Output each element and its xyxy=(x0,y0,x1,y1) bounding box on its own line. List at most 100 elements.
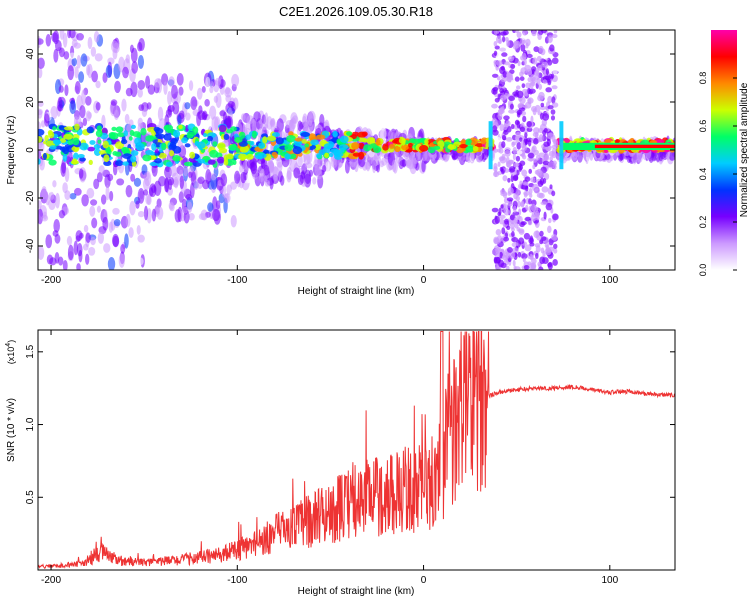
heatmap-cell xyxy=(507,56,515,62)
heatmap-cell xyxy=(223,133,230,141)
heatmap-cell xyxy=(339,135,349,143)
heatmap-cell xyxy=(220,173,228,187)
heatmap-cell xyxy=(547,161,555,169)
heatmap-cell xyxy=(167,176,175,186)
heatmap-cell xyxy=(168,76,175,88)
heatmap-cell xyxy=(122,153,133,160)
heatmap-cell xyxy=(125,54,131,64)
heatmap-cell xyxy=(48,191,55,201)
heatmap-cell xyxy=(535,245,541,253)
heatmap-cell xyxy=(493,40,498,47)
heatmap-cell xyxy=(87,36,93,50)
heatmap-cell xyxy=(263,164,270,176)
heatmap-cell xyxy=(118,253,125,268)
heatmap-cell xyxy=(128,227,134,239)
heatmap-cell xyxy=(506,197,514,202)
heatmap-cell xyxy=(543,211,547,220)
heatmap-cell xyxy=(90,199,98,206)
heatmap-cell xyxy=(507,201,513,207)
heatmap-cell xyxy=(533,138,539,145)
heatmap-cell xyxy=(105,146,111,154)
heatmap-cell xyxy=(158,152,167,159)
heatmap-cell xyxy=(86,187,95,199)
heatmap-cell xyxy=(102,72,108,83)
heatmap-cell xyxy=(308,133,317,141)
heatmap-cell xyxy=(137,79,146,90)
heatmap-cell xyxy=(545,87,553,93)
heatmap-cell xyxy=(507,177,511,183)
heatmap-cell xyxy=(250,140,255,146)
heatmap-cell xyxy=(45,184,54,193)
heatmap-cell xyxy=(276,118,284,133)
heatmap-cell xyxy=(503,130,509,135)
heatmap-cell xyxy=(516,90,524,99)
heatmap-cell xyxy=(547,35,553,43)
heatmap-cell xyxy=(552,213,559,221)
heatmap-cell xyxy=(78,168,84,179)
heatmap-cell xyxy=(210,173,217,181)
heatmap-cell xyxy=(53,48,59,63)
heatmap-cell xyxy=(120,139,128,145)
heatmap-cell xyxy=(519,76,525,81)
heatmap-cell xyxy=(316,153,322,159)
heatmap-cell xyxy=(495,136,501,143)
heatmap-cell xyxy=(137,210,145,218)
heatmap-cell xyxy=(129,44,134,53)
heatmap-cell xyxy=(134,137,142,146)
heatmap-cell xyxy=(668,152,675,161)
heatmap-cell xyxy=(522,52,527,60)
heatmap-cell xyxy=(72,137,80,146)
snr-x-tick-label: 100 xyxy=(601,575,618,586)
heatmap-cell xyxy=(49,145,57,150)
heatmap-cell xyxy=(550,115,556,121)
heatmap-cell xyxy=(207,135,214,142)
heatmap-cell xyxy=(107,257,116,270)
heatmap-cell xyxy=(63,133,73,140)
heatmap-cell xyxy=(520,140,526,149)
heatmap-cell xyxy=(67,244,74,261)
heatmap-cell xyxy=(371,158,377,174)
heatmap-cell xyxy=(527,139,532,147)
heatmap-cell xyxy=(538,152,546,158)
heatmap-cell xyxy=(495,246,500,254)
heatmap-cell xyxy=(266,135,277,141)
heatmap-cell xyxy=(497,161,501,167)
heatmap-cell xyxy=(170,138,178,145)
heatmap-cell xyxy=(96,125,102,132)
heatmap-cell xyxy=(518,229,525,235)
heatmap-cell xyxy=(112,207,120,215)
heatmap-cell xyxy=(519,71,524,77)
heatmap-cell xyxy=(511,237,519,243)
heatmap-cell xyxy=(188,80,194,91)
heatmap-cell xyxy=(188,212,195,221)
heatmap-cell xyxy=(131,61,139,74)
svg-text:(x104): (x104) xyxy=(5,340,16,364)
heatmap-cell xyxy=(145,149,154,156)
heatmap-cell xyxy=(511,231,515,237)
heatmap-cell xyxy=(109,132,119,140)
heatmap-cell xyxy=(105,184,110,201)
heatmap-cell xyxy=(137,55,145,69)
heatmap-cell xyxy=(68,52,76,60)
snr-multiplier-close: ) xyxy=(6,340,16,343)
heatmap-cell xyxy=(344,159,350,174)
heatmap-cell xyxy=(229,190,236,199)
heatmap-cell xyxy=(67,138,74,146)
heatmap-cell xyxy=(95,80,101,89)
heatmap-cell xyxy=(541,236,547,242)
heatmap-cell xyxy=(507,125,512,133)
heatmap-cell xyxy=(545,75,552,81)
heatmap-cell xyxy=(404,156,412,167)
heatmap-cell xyxy=(451,153,459,160)
heatmap-cell xyxy=(504,251,511,259)
heatmap-cell xyxy=(528,198,532,205)
heatmap-cell xyxy=(519,126,526,132)
heatmap-cell xyxy=(194,141,200,147)
heatmap-cell xyxy=(497,76,501,81)
heatmap-cell xyxy=(508,109,516,114)
heatmap-cell xyxy=(74,66,79,79)
heatmap-cell xyxy=(532,183,539,192)
heatmap-cell xyxy=(553,30,558,34)
heatmap-cell xyxy=(510,174,514,183)
heatmap-cell xyxy=(523,190,530,196)
